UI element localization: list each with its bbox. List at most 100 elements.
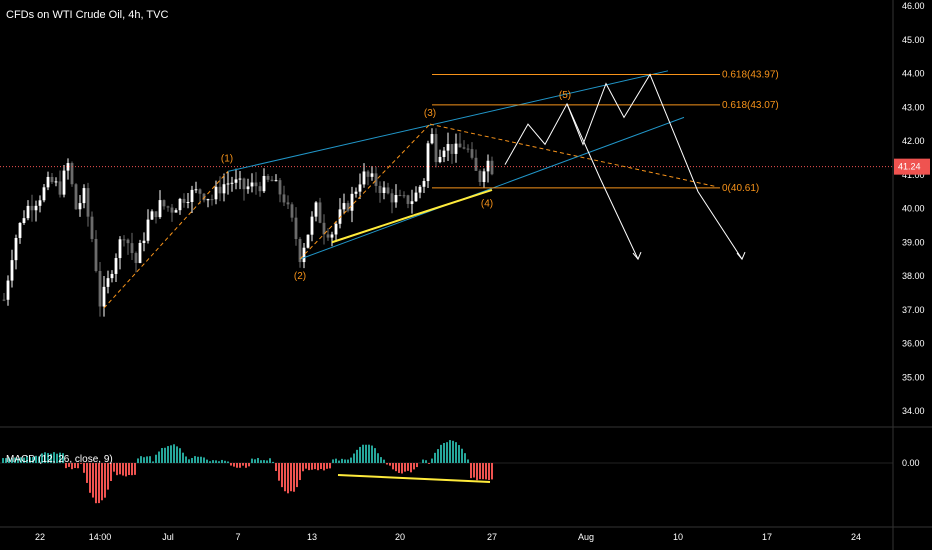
macd-histogram-bar <box>155 454 157 463</box>
macd-histogram-bar <box>104 463 106 498</box>
macd-histogram-bar <box>230 463 232 466</box>
candle-body <box>322 222 326 235</box>
last-price-badge <box>894 158 930 175</box>
channel-upper-line <box>227 70 669 172</box>
macd-histogram-bar <box>410 463 412 473</box>
candle-body <box>414 192 418 202</box>
candle-body <box>214 186 218 200</box>
macd-histogram-bar <box>20 457 22 463</box>
candle-body <box>202 193 206 201</box>
candle-body <box>438 156 442 163</box>
macd-histogram-bar <box>59 452 61 463</box>
macd-histogram-bar <box>485 463 487 480</box>
macd-histogram-bar <box>206 459 208 463</box>
macd-histogram-bar <box>452 440 454 463</box>
candle-body <box>406 195 410 204</box>
macd-histogram-bar <box>62 453 64 463</box>
candle-body <box>342 203 346 210</box>
candle-body <box>386 187 390 194</box>
macd-histogram-bar <box>383 459 385 463</box>
x-tick-label: 24 <box>851 532 861 542</box>
macd-histogram-bar <box>335 458 337 463</box>
candle-body <box>330 234 334 238</box>
candle-body <box>366 171 370 177</box>
candle-body <box>6 280 10 300</box>
candle-body <box>390 193 394 203</box>
macd-divergence-line <box>337 474 491 483</box>
candle-body <box>158 200 162 218</box>
candle-body <box>142 240 146 243</box>
macd-histogram-bar <box>263 460 265 463</box>
y-tick-label: 34.00 <box>902 406 925 416</box>
candle-body <box>162 200 166 207</box>
y-tick-label: 35.00 <box>902 372 925 382</box>
macd-histogram-bar <box>125 463 127 477</box>
candle-body <box>378 185 382 193</box>
macd-histogram-bar <box>35 455 37 463</box>
candle-body <box>422 181 426 187</box>
candle-body <box>430 134 434 144</box>
macd-histogram-bar <box>92 463 94 498</box>
macd-histogram-bar <box>194 456 196 463</box>
candle-body <box>178 198 182 211</box>
candle-body <box>286 202 290 205</box>
macd-histogram-bar <box>224 460 226 463</box>
y-tick-label: 36.00 <box>902 339 925 349</box>
macd-histogram-bar <box>152 461 154 463</box>
candle-body <box>134 253 138 263</box>
macd-histogram-bar <box>416 463 418 468</box>
candle-body <box>482 171 486 182</box>
macd-histogram-bar <box>23 457 25 463</box>
candle-body <box>210 199 214 201</box>
candle-body <box>258 186 262 192</box>
macd-histogram-bar <box>302 463 304 472</box>
candle-body <box>66 163 70 171</box>
candle-body <box>150 211 154 220</box>
macd-histogram-bar <box>140 456 142 463</box>
macd-histogram-bar <box>347 459 349 463</box>
macd-histogram-bar <box>158 451 160 463</box>
wave-label: (1) <box>221 153 233 164</box>
macd-histogram-bar <box>431 458 433 463</box>
macd-histogram-bar <box>134 463 136 475</box>
candle-body <box>478 170 482 182</box>
x-tick-label: 27 <box>487 532 497 542</box>
candle-body <box>374 173 378 186</box>
macd-histogram-bar <box>14 457 16 463</box>
macd-histogram-bar <box>365 444 367 463</box>
y-tick-label: 45.00 <box>902 35 925 45</box>
macd-histogram-bar <box>269 458 271 463</box>
macd-histogram-bar <box>428 463 430 464</box>
wave-label: (3) <box>424 108 436 119</box>
macd-histogram-bar <box>257 457 259 463</box>
macd-histogram-bar <box>491 463 493 480</box>
macd-histogram-bar <box>356 449 358 463</box>
macd-histogram-bar <box>470 463 472 479</box>
candle-body <box>74 184 78 210</box>
candle-body <box>42 187 46 201</box>
candle-body <box>334 223 338 235</box>
macd-histogram-bar <box>308 463 310 471</box>
macd-histogram-bar <box>227 461 229 463</box>
macd-histogram-bar <box>272 461 274 463</box>
macd-histogram-bar <box>80 463 82 464</box>
macd-histogram-bar <box>161 448 163 463</box>
candle-body <box>466 148 470 150</box>
macd-histogram-bar <box>359 446 361 463</box>
candle-body <box>78 203 82 210</box>
candle-body <box>130 243 134 254</box>
macd-histogram-bar <box>128 463 130 476</box>
macd-histogram-bar <box>407 463 409 471</box>
macd-histogram-bar <box>281 463 283 488</box>
y-tick-label: 41.00 <box>902 170 925 180</box>
candle-body <box>46 176 50 188</box>
candle-body <box>114 258 118 274</box>
candle-body <box>62 170 66 195</box>
candle-body <box>454 143 458 154</box>
y-tick-label: 37.00 <box>902 305 925 315</box>
x-tick-label: Jul <box>162 532 174 542</box>
macd-histogram-bar <box>449 440 451 463</box>
y-tick-label: 40.00 <box>902 204 925 214</box>
